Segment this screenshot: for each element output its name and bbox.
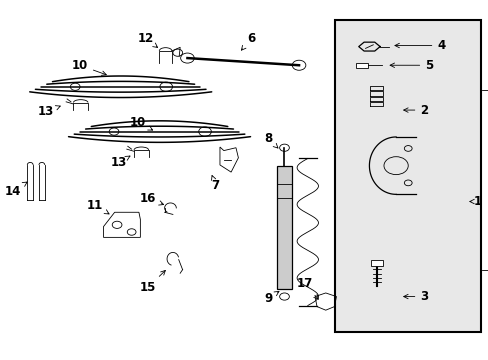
Text: 11: 11 — [86, 199, 109, 214]
Bar — [356, 63, 367, 68]
Bar — [370, 260, 382, 266]
Text: 15: 15 — [139, 270, 165, 294]
Bar — [335, 21, 480, 332]
Text: 7: 7 — [211, 175, 220, 192]
Text: 2: 2 — [403, 104, 427, 117]
Text: 10: 10 — [130, 116, 152, 130]
Text: 13: 13 — [38, 105, 60, 118]
Text: 14: 14 — [4, 182, 27, 198]
Text: 4: 4 — [394, 39, 445, 52]
Text: 17: 17 — [296, 278, 318, 299]
Text: 1: 1 — [469, 195, 481, 208]
Text: 5: 5 — [389, 59, 432, 72]
Text: 16: 16 — [139, 192, 163, 205]
Text: 12: 12 — [137, 32, 157, 48]
Text: 10: 10 — [72, 59, 106, 75]
Bar — [276, 166, 292, 289]
Text: 13: 13 — [110, 156, 130, 169]
Text: 8: 8 — [264, 132, 277, 148]
Text: 3: 3 — [403, 290, 427, 303]
Text: 9: 9 — [264, 291, 278, 305]
Text: 6: 6 — [241, 32, 255, 50]
